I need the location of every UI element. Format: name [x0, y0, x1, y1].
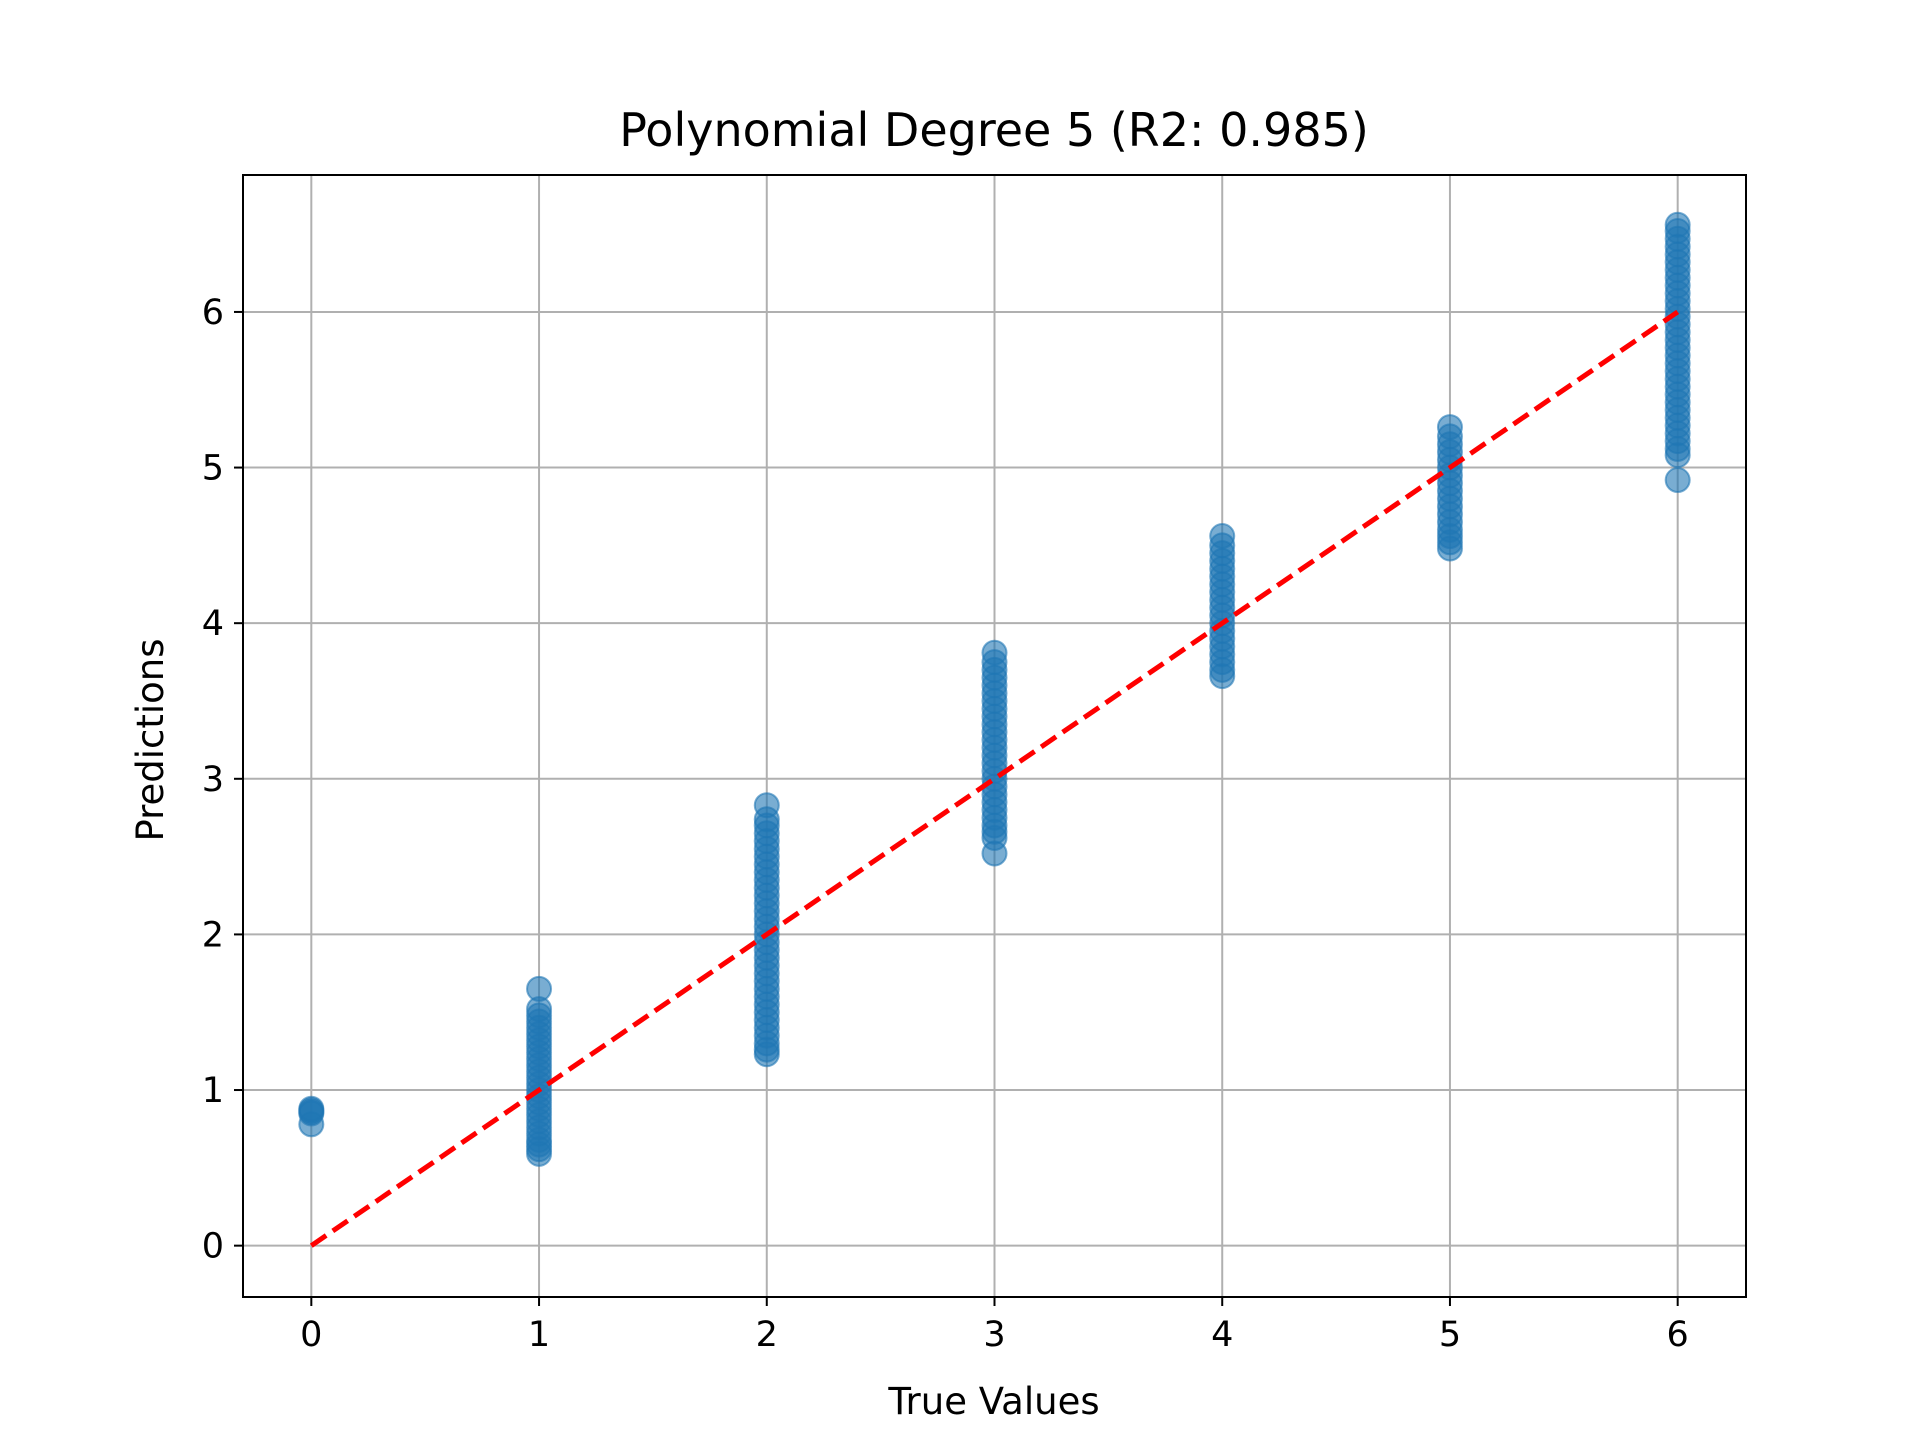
y-tick-label: 4 — [202, 604, 224, 644]
x-tick-label: 0 — [300, 1315, 322, 1355]
x-tick-label: 6 — [1667, 1315, 1689, 1355]
x-tick-label: 2 — [756, 1315, 778, 1355]
x-tick-label: 3 — [983, 1315, 1005, 1355]
scatter-point — [753, 792, 780, 819]
scatter-point — [1209, 523, 1236, 550]
scatter-point — [1664, 467, 1691, 494]
scatter-point — [1664, 211, 1691, 238]
scatter-point — [981, 639, 1008, 666]
x-axis-ticks: 0 1 2 3 4 5 6 — [300, 1297, 1689, 1355]
y-tick-label: 0 — [202, 1227, 224, 1267]
x-axis-label: True Values — [887, 1380, 1099, 1423]
y-axis-label: Predictions — [129, 638, 172, 841]
y-tick-label: 6 — [202, 293, 224, 333]
y-tick-label: 5 — [202, 449, 224, 489]
scatter-point — [526, 975, 553, 1002]
scatter-point — [1436, 414, 1463, 441]
x-tick-label: 5 — [1439, 1315, 1461, 1355]
reference-line-layer — [309, 309, 1680, 1248]
y-tick-label: 2 — [202, 915, 224, 955]
scatter-series — [298, 211, 1691, 1167]
reference-line — [309, 309, 1680, 1248]
y-tick-label: 3 — [202, 760, 224, 800]
x-tick-label: 4 — [1211, 1315, 1233, 1355]
scatter-point — [298, 1095, 325, 1122]
x-tick-label: 1 — [528, 1315, 550, 1355]
y-tick-label: 1 — [202, 1071, 224, 1111]
chart-title: Polynomial Degree 5 (R2: 0.985) — [619, 103, 1369, 157]
y-axis-ticks: 0 1 2 3 4 5 6 — [202, 293, 243, 1267]
